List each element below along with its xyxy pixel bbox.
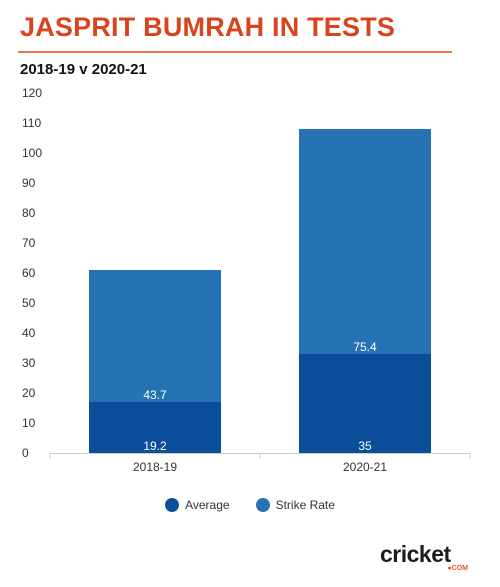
bar-average-2020-21[interactable] [299,354,431,453]
chart-title: JASPRIT BUMRAH IN TESTS [20,12,396,42]
bar-average-2018-19[interactable] [89,402,221,453]
data-label-average-2020-21: 35 [358,439,372,453]
y-tick-label: 60 [22,266,36,280]
chart-subtitle: 2018-19 v 2020-21 [20,61,147,78]
y-tick-label: 10 [22,416,36,430]
y-tick-label: 110 [22,116,41,130]
y-tick-label: 0 [22,446,29,460]
y-tick-label: 80 [22,206,36,220]
bar-strike-rate-2020-21[interactable] [299,129,431,354]
data-label-average-2018-19: 19.2 [143,439,167,453]
legend: Average Strike Rate [0,498,500,512]
data-label-strike-rate-2020-21: 75.4 [353,340,377,354]
title-underline [18,51,452,53]
y-tick-label: 90 [22,176,36,190]
bar-strike-rate-2018-19[interactable] [89,270,221,402]
y-tick-label: 20 [22,386,36,400]
data-label-strike-rate-2018-19: 43.7 [143,388,167,402]
y-tick-label: 120 [22,86,42,100]
legend-swatch-strike-rate [255,498,270,512]
y-tick-label: 30 [22,356,36,370]
bar-chart: 0 10 20 30 40 50 60 70 80 90 100 110 120 19.2 43.7 2018… [22,86,471,474]
y-tick-label: 100 [22,146,42,160]
legend-item-strike-rate[interactable]: Strike Rate [255,498,335,512]
legend-item-average[interactable]: Average [165,498,230,512]
x-tick-label: 2020-21 [343,460,387,474]
legend-label-strike-rate: Strike Rate [275,498,335,512]
x-tick-label: 2018-19 [133,460,177,474]
legend-label-average: Average [185,498,230,512]
logo-wordmark: cricket [380,541,451,567]
logo-domain: ●COM [447,565,468,572]
legend-swatch-average [165,498,180,512]
y-tick-label: 40 [22,326,36,340]
y-tick-label: 70 [22,236,36,250]
cricket-com-logo: cricket ●COM [380,542,472,576]
y-tick-label: 50 [22,296,36,310]
